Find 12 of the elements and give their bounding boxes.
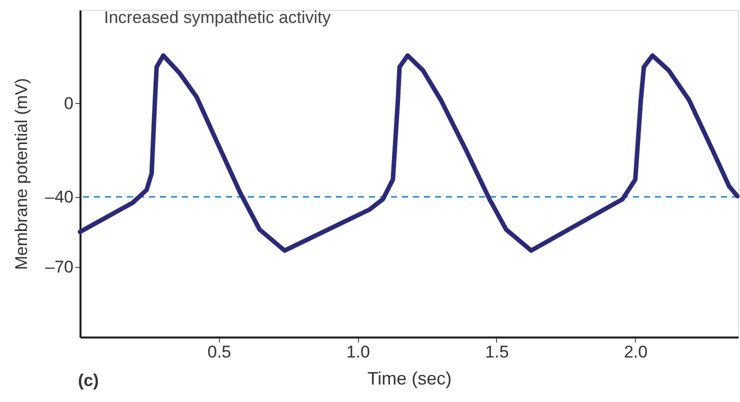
chart-title: Increased sympathetic activity [104, 8, 332, 27]
y-axis-title: Membrane potential (mV) [12, 78, 32, 270]
x-axis-title: Time (sec) [367, 368, 452, 388]
x-tick-label: 2.0 [624, 342, 648, 362]
text: (c) [78, 371, 99, 390]
x-tick-label: 1.0 [346, 342, 370, 362]
y-tick-label: –40 [45, 187, 74, 206]
x-tick-label: 0.5 [208, 342, 232, 362]
y-tick-label: 0 [64, 94, 74, 113]
line-series [78, 53, 740, 253]
x-tick-label: 1.5 [485, 342, 509, 362]
y-tick-label: –70 [45, 257, 74, 276]
